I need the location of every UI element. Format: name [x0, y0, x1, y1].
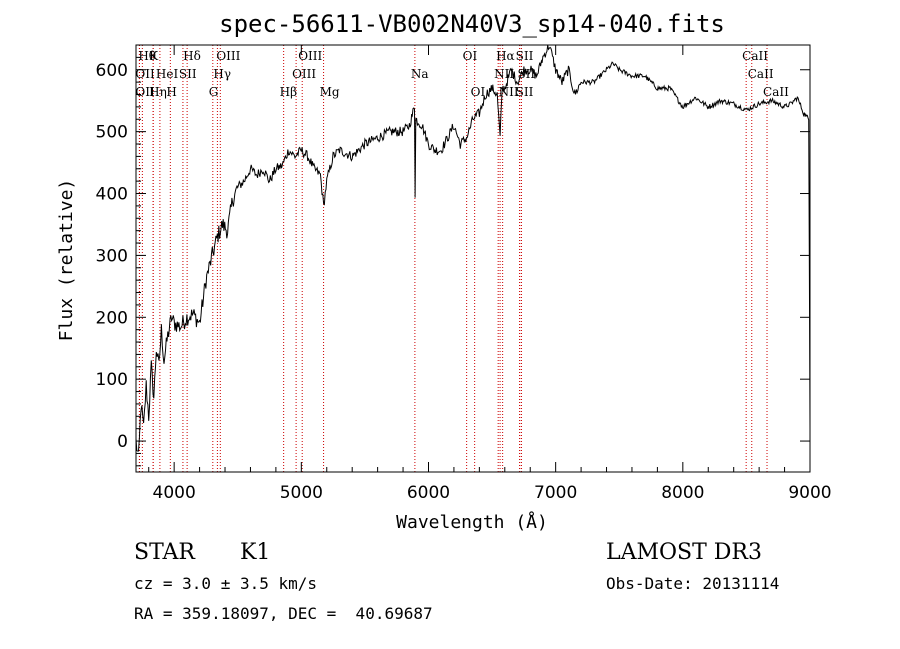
y-tick-label: 400 — [96, 185, 128, 205]
x-tick-label: 7000 — [534, 483, 577, 503]
line-marker-label: Hγ — [213, 67, 231, 81]
object-class: STAR — [134, 540, 195, 565]
line-marker-label: OI — [471, 85, 486, 99]
x-tick-label: 4000 — [153, 483, 196, 503]
y-tick-label: 300 — [96, 246, 128, 266]
line-marker-label: SII — [516, 85, 534, 99]
line-marker-label: Hα — [496, 49, 515, 63]
line-marker-label: NII — [494, 67, 514, 81]
y-tick-label: 0 — [117, 432, 128, 452]
line-marker-label: H — [166, 85, 176, 99]
redshift-label: cz = 3.0 ± 3.5 km/s — [134, 574, 318, 593]
line-marker-label: G — [209, 85, 219, 99]
coordinates-label: RA = 359.18097, DEC = 40.69687 — [134, 604, 433, 623]
x-tick-label: 9000 — [788, 483, 831, 503]
y-tick-label: 100 — [96, 370, 128, 390]
line-marker-label: OIII — [292, 67, 316, 81]
line-marker-label: OI — [463, 49, 478, 63]
y-axis-ticks: 0 100 200 300 400 500 600 — [96, 44, 810, 467]
y-tick-label: 600 — [96, 61, 128, 81]
line-marker-label: SII — [516, 49, 534, 63]
line-marker-label: CaII — [748, 67, 774, 81]
y-tick-label: 200 — [96, 308, 128, 328]
obs-date-label: Obs-Date: 20131114 — [606, 574, 780, 593]
survey-label: LAMOST DR3 — [606, 540, 762, 565]
line-marker-label: K — [149, 49, 159, 63]
line-marker-label: OII — [135, 67, 155, 81]
y-axis-label: Flux (relative) — [56, 179, 77, 342]
line-marker-label: Mg — [320, 85, 340, 99]
spectrum-line — [135, 44, 811, 452]
x-axis-ticks: 4000 5000 6000 7000 8000 9000 — [148, 45, 832, 503]
line-markers — [138, 45, 768, 472]
line-marker-label: CaII — [763, 85, 789, 99]
plot-frame — [135, 44, 811, 473]
x-tick-label: 5000 — [280, 483, 323, 503]
line-marker-label: SII — [179, 67, 197, 81]
line-marker-label: Hδ — [183, 49, 201, 63]
x-axis-label: Wavelength (Å) — [396, 511, 548, 533]
line-marker-label: OII — [135, 85, 155, 99]
line-marker-label: Hβ — [280, 85, 297, 99]
chart-title: spec-56611-VB002N40V3_sp14-040.fits — [219, 10, 725, 38]
line-marker-label: Hθ — [138, 49, 156, 63]
line-marker-label: CaII — [742, 49, 768, 63]
x-tick-label: 8000 — [661, 483, 704, 503]
x-tick-label: 6000 — [407, 483, 450, 503]
y-tick-label: 500 — [96, 123, 128, 143]
object-subclass: K1 — [240, 540, 271, 565]
line-marker-label: HeI — [156, 67, 179, 81]
series-group — [135, 44, 811, 452]
line-marker-label: OIII — [216, 49, 240, 63]
line-marker-label: OIII — [298, 49, 322, 63]
line-marker-label: Na — [411, 67, 429, 81]
line-marker-label: Hη — [149, 85, 167, 99]
